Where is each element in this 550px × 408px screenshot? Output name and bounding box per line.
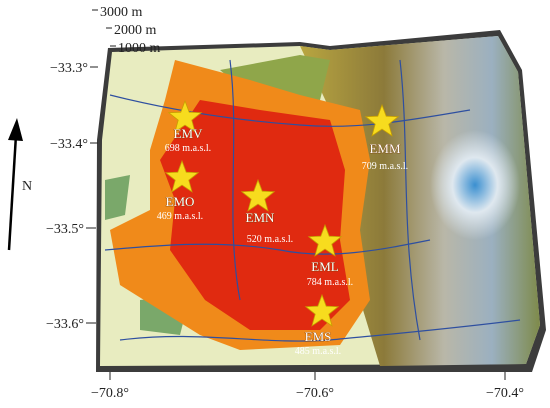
station-name: EMO — [166, 194, 195, 209]
longitude-label: −70.6° — [296, 386, 334, 401]
station-name: EML — [311, 259, 339, 274]
scale — [92, 9, 116, 47]
scale-label: 2000 m — [114, 23, 157, 38]
stations: EMV 698 m.a.s.l. EMO 469 m.a.s.l. EMN 520 m.a… — [157, 99, 408, 357]
station-name: EMV — [174, 126, 204, 141]
station-elevation: 485 m.a.s.l. — [295, 346, 341, 357]
longitude-label: −70.8° — [91, 386, 129, 401]
station-elevation: 520 m.a.s.l. — [247, 234, 293, 245]
station-elevation: 698 m.a.s.l. — [165, 143, 211, 154]
station-star — [364, 103, 400, 137]
north-arrow — [7, 118, 23, 251]
north-label: N — [22, 179, 32, 194]
station-star — [307, 223, 343, 257]
rivers — [104, 59, 521, 342]
latitude-label: −33.6° — [46, 317, 84, 332]
station-star — [167, 99, 203, 133]
station-star — [240, 178, 276, 212]
ticks — [86, 66, 506, 380]
station-elevation: 469 m.a.s.l. — [157, 211, 203, 222]
station-name: EMN — [246, 210, 276, 225]
longitude-label: −70.4° — [486, 386, 524, 401]
station-name: EMM — [369, 141, 401, 156]
station-elevation: 784 m.a.s.l. — [307, 277, 353, 288]
latitude-label: −33.3° — [50, 61, 88, 76]
station-star — [164, 159, 200, 193]
latitude-label: −33.4° — [50, 137, 88, 152]
scale-label: 1000 m — [118, 41, 161, 56]
latitude-label: −33.5° — [46, 222, 84, 237]
station-name: EMS — [305, 329, 332, 344]
scale-label: 3000 m — [100, 5, 143, 20]
terrain — [96, 30, 546, 372]
station-elevation: 709 m.a.s.l. — [362, 161, 408, 172]
station-star — [304, 293, 340, 327]
